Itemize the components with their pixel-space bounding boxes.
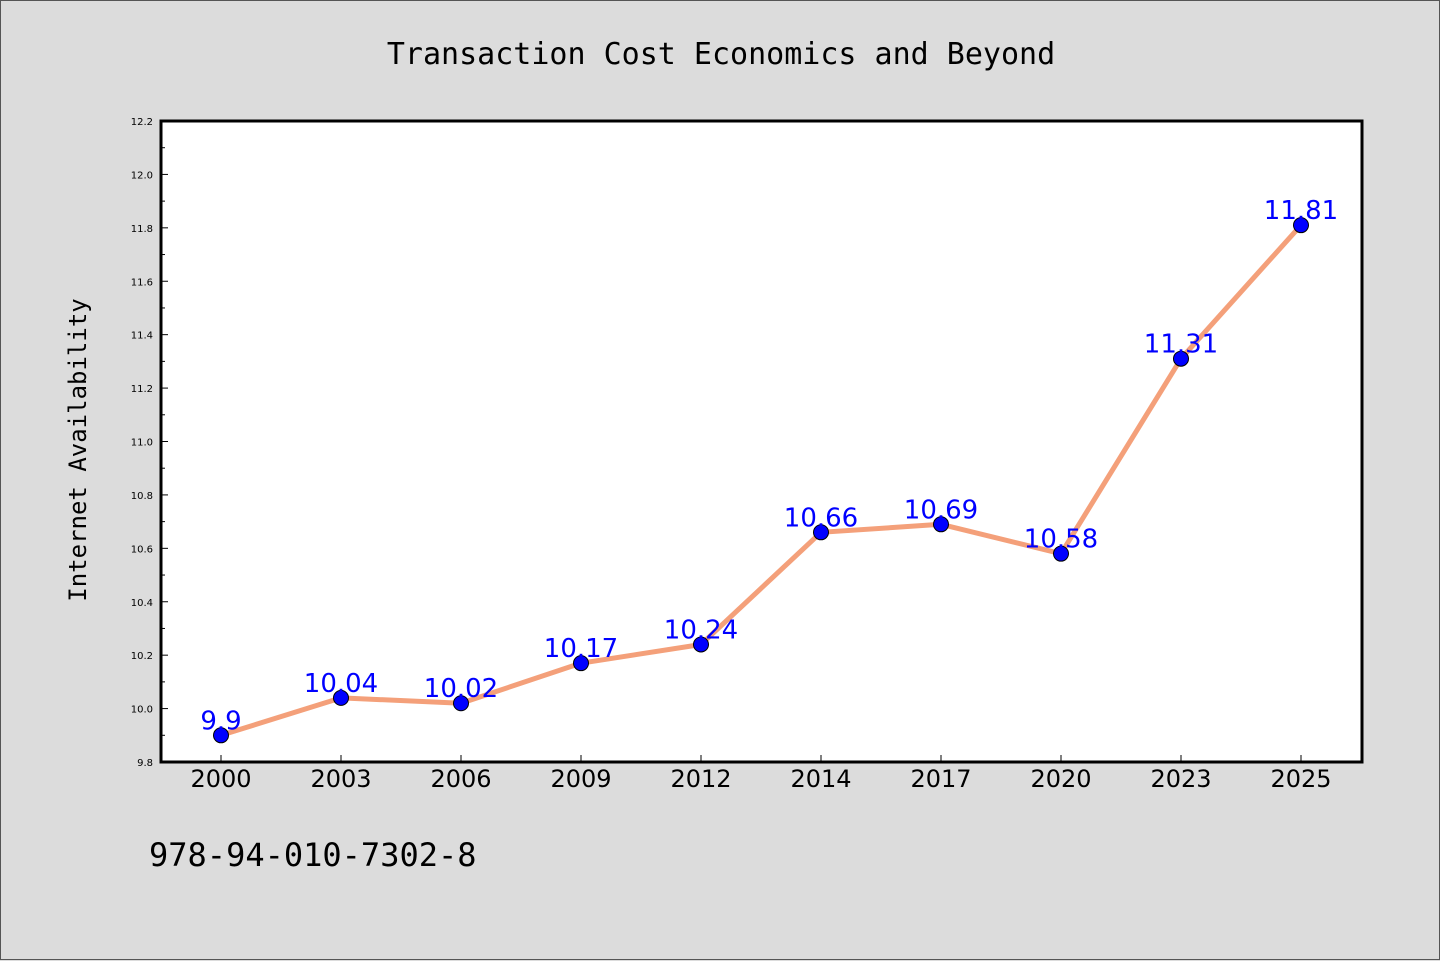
data-point-marker [333,689,349,706]
data-point-marker [1173,350,1189,367]
data-points [213,217,1309,744]
x-tick-label: 2003 [310,765,371,793]
y-tick-label: 9.8 [137,758,153,769]
data-point-marker [1293,217,1309,234]
y-tick-label: 11.4 [131,331,153,342]
data-label: 10.69 [904,495,978,525]
data-label: 11.81 [1264,196,1338,226]
y-axis-label: Internet Availability [64,298,92,601]
y-tick-label: 10.6 [131,544,153,555]
data-label: 10.17 [544,634,618,664]
x-tick-label: 2025 [1270,765,1331,793]
y-tick-label: 10.2 [131,651,153,662]
y-tick-label: 12.2 [131,117,153,128]
data-label: 11.31 [1144,330,1218,360]
data-label: 10.66 [784,503,858,533]
isbn-footer: 978-94-010-7302-8 [149,836,477,874]
series-line [218,222,1304,738]
data-point-marker [1053,545,1069,562]
y-tick-label: 12.0 [131,170,153,181]
data-point-marker [573,655,589,672]
x-tick-label: 2014 [790,765,851,793]
y-tick-label: 10.4 [131,598,153,609]
data-point-marker [453,695,469,712]
data-label: 10.04 [304,669,378,699]
data-point-marker [933,516,949,533]
data-label: 10.24 [664,615,738,645]
plot-area [159,119,1364,764]
data-label: 10.02 [424,674,498,704]
data-labels: 9.9 10.04 10.02 10.17 10.24 10.66 10.69 10.58 11… [200,196,1338,736]
data-point-marker [693,636,709,653]
y-axis: 9.8 10.0 10.2 10.4 10.6 10.8 11.0 11.2 11.4 11.6 1… [131,117,168,769]
x-tick-label: 2023 [1150,765,1211,793]
x-axis: 2000 2003 2006 2009 2012 2014 2017 2020 2023 2025 [190,755,1332,793]
x-tick-label: 2006 [430,765,491,793]
y-tick-label: 11.2 [131,384,153,395]
data-point-marker [213,727,229,744]
x-tick-label: 2017 [910,765,971,793]
chart-title: Transaction Cost Economics and Beyond [387,37,1055,72]
y-tick-label: 10.8 [131,491,153,502]
y-tick-label: 11.6 [131,277,153,288]
y-tick-label: 11.0 [131,438,153,449]
data-point-marker [813,524,829,541]
x-tick-label: 2020 [1030,765,1091,793]
x-tick-label: 2012 [670,765,731,793]
y-tick-label: 11.8 [131,224,153,235]
data-label: 10.58 [1024,525,1098,555]
x-tick-label: 2009 [550,765,611,793]
series-line-group [218,222,1304,738]
y-tick-label: 10.0 [131,705,153,716]
x-tick-label: 2000 [190,765,251,793]
data-label: 9.9 [200,706,241,736]
